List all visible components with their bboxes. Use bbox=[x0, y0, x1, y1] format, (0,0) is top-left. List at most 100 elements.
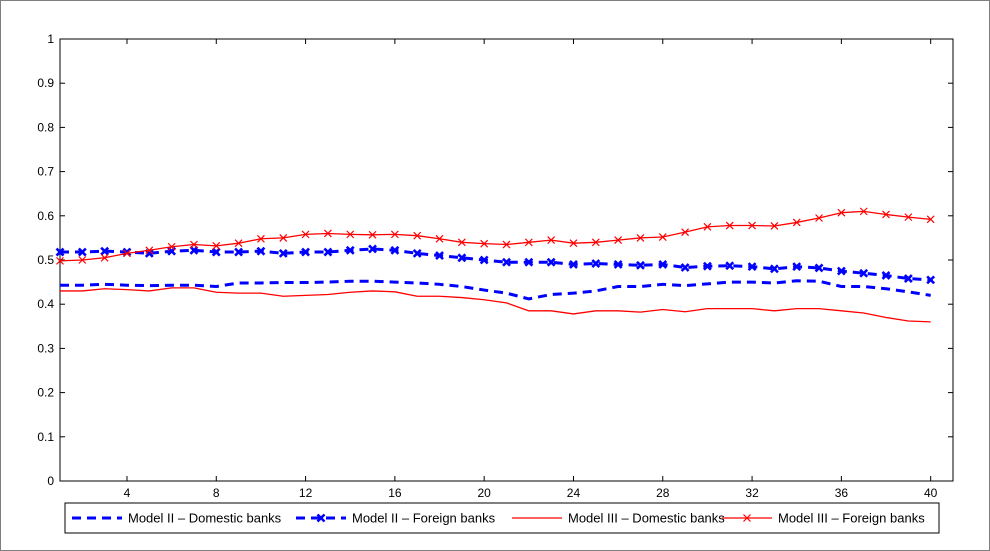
data-point bbox=[636, 260, 645, 270]
data-point bbox=[814, 263, 824, 273]
data-point bbox=[301, 230, 310, 239]
data-point bbox=[725, 261, 735, 271]
data-point bbox=[211, 247, 221, 257]
x-tick-label: 16 bbox=[388, 486, 402, 500]
data-point bbox=[680, 263, 690, 272]
legend-label: Model III – Domestic banks bbox=[568, 511, 725, 526]
legend-entry: Model II – Domestic banks bbox=[72, 511, 282, 526]
x-tick-label: 4 bbox=[124, 486, 131, 500]
data-point bbox=[345, 245, 355, 255]
data-point bbox=[770, 222, 779, 230]
legend-label: Model II – Domestic banks bbox=[128, 511, 282, 526]
data-point bbox=[123, 249, 131, 258]
x-tick-label: 32 bbox=[745, 486, 759, 500]
data-point bbox=[413, 231, 422, 240]
data-point bbox=[613, 260, 623, 269]
data-point bbox=[457, 238, 466, 247]
y-axis: 0 0.1 0.2 0.3 0.4 0.5 0.6 0.7 0.8 0.9 1 bbox=[37, 32, 953, 488]
data-point bbox=[502, 240, 511, 249]
data-point bbox=[747, 262, 757, 272]
data-point bbox=[748, 221, 756, 230]
series-2 bbox=[55, 244, 936, 285]
data-point bbox=[859, 268, 869, 278]
plot-area bbox=[59, 38, 954, 482]
x-tick-label: 20 bbox=[477, 486, 491, 500]
legend-entry: Model III – Domestic banks bbox=[512, 511, 725, 526]
legend-label: Model II – Foreign banks bbox=[352, 511, 496, 526]
data-point bbox=[837, 208, 846, 217]
x-tick-label: 28 bbox=[656, 486, 670, 500]
data-point bbox=[926, 215, 935, 224]
data-point bbox=[368, 244, 377, 254]
data-point bbox=[836, 266, 846, 276]
data-point bbox=[212, 241, 221, 250]
x-axis: 4 8 12 16 20 24 28 32 36 40 bbox=[124, 39, 938, 500]
data-point bbox=[569, 239, 578, 248]
data-point bbox=[145, 246, 154, 255]
series-line bbox=[59, 210, 931, 262]
data-point bbox=[278, 248, 288, 258]
data-point bbox=[323, 229, 332, 238]
data-point bbox=[658, 233, 667, 241]
data-point bbox=[614, 236, 623, 245]
data-point bbox=[681, 228, 690, 237]
y-tick-label: 0 bbox=[47, 474, 54, 488]
data-point bbox=[78, 256, 87, 264]
y-tick-label: 0.1 bbox=[37, 430, 54, 444]
data-point bbox=[234, 239, 243, 248]
series-line bbox=[60, 279, 931, 301]
data-point bbox=[55, 247, 65, 257]
series-line bbox=[60, 247, 931, 282]
data-point bbox=[792, 262, 802, 272]
legend-entry: Model III – Foreign banks bbox=[722, 511, 925, 526]
data-point bbox=[189, 245, 199, 255]
series-3 bbox=[60, 287, 931, 323]
data-point bbox=[591, 238, 600, 247]
data-point bbox=[591, 259, 601, 268]
legend-marker bbox=[316, 513, 326, 523]
axes-box bbox=[59, 38, 954, 482]
data-point bbox=[412, 248, 422, 258]
data-point bbox=[167, 242, 176, 251]
data-point bbox=[480, 239, 489, 248]
data-point bbox=[703, 222, 712, 231]
data-point bbox=[323, 247, 333, 257]
y-tick-label: 0.8 bbox=[37, 120, 54, 134]
y-tick-label: 0.9 bbox=[37, 76, 54, 90]
data-point bbox=[457, 253, 467, 263]
data-point bbox=[56, 256, 64, 265]
x-tick-label: 8 bbox=[213, 486, 220, 500]
data-point bbox=[256, 246, 266, 256]
y-tick-label: 0.3 bbox=[37, 341, 54, 355]
data-point bbox=[547, 236, 556, 245]
data-point bbox=[190, 240, 198, 249]
data-point bbox=[234, 247, 244, 257]
data-point bbox=[569, 260, 578, 269]
data-point bbox=[502, 257, 511, 267]
data-point bbox=[881, 271, 891, 280]
y-tick-label: 1 bbox=[47, 32, 54, 46]
x-tick-label: 24 bbox=[567, 486, 581, 500]
data-point bbox=[346, 230, 355, 239]
data-point bbox=[524, 257, 534, 267]
legend-marker bbox=[743, 514, 751, 522]
data-point bbox=[725, 221, 734, 230]
data-point bbox=[368, 230, 377, 239]
data-point bbox=[100, 246, 110, 256]
y-tick-label: 0.7 bbox=[37, 165, 54, 179]
legend-label: Model III – Foreign banks bbox=[778, 511, 925, 526]
y-tick-label: 0.4 bbox=[37, 297, 54, 311]
data-point bbox=[524, 238, 533, 247]
y-tick-label: 0.5 bbox=[37, 253, 54, 267]
legend: Model II – Domestic banks Model II – Fore… bbox=[64, 502, 940, 534]
data-point bbox=[390, 245, 400, 255]
legend-box bbox=[64, 502, 940, 534]
data-point bbox=[546, 257, 556, 267]
data-point bbox=[792, 218, 801, 227]
data-point bbox=[658, 260, 668, 269]
data-point bbox=[882, 210, 890, 219]
legend-entry: Model II – Foreign banks bbox=[296, 511, 496, 526]
data-point bbox=[769, 264, 779, 274]
x-tick-label: 36 bbox=[835, 486, 849, 500]
